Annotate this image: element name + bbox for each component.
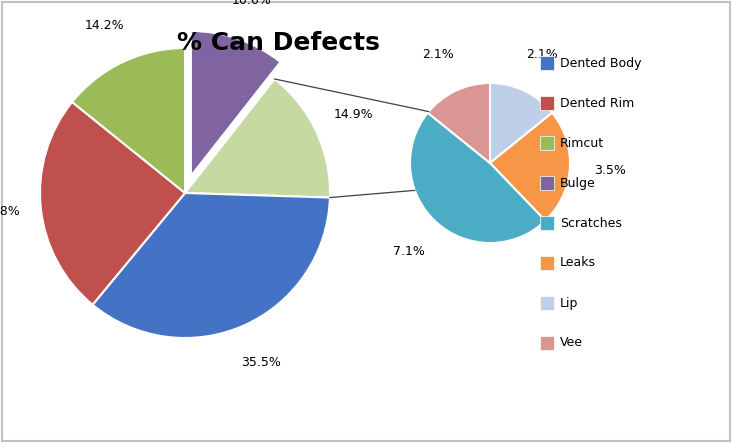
Text: Dented Rim: Dented Rim xyxy=(560,97,634,109)
Text: % Can Defects: % Can Defects xyxy=(176,31,380,55)
Text: 2.1%: 2.1% xyxy=(422,48,454,61)
Bar xyxy=(540,96,554,110)
Wedge shape xyxy=(72,48,185,193)
Text: 35.5%: 35.5% xyxy=(242,356,281,369)
Bar xyxy=(540,256,554,270)
Text: Lip: Lip xyxy=(560,296,578,310)
Wedge shape xyxy=(427,83,490,163)
Text: Dented Body: Dented Body xyxy=(560,57,641,70)
Text: Bulge: Bulge xyxy=(560,176,596,190)
Text: 2.1%: 2.1% xyxy=(526,48,558,61)
Bar xyxy=(540,296,554,310)
Text: Scratches: Scratches xyxy=(560,217,622,229)
Bar xyxy=(540,216,554,230)
Wedge shape xyxy=(185,79,330,198)
Bar xyxy=(540,336,554,350)
Wedge shape xyxy=(490,113,570,221)
Text: 7.1%: 7.1% xyxy=(393,245,425,258)
Text: 14.9%: 14.9% xyxy=(333,108,373,121)
Bar xyxy=(540,56,554,70)
Bar xyxy=(540,176,554,190)
Text: 24.8%: 24.8% xyxy=(0,205,20,218)
Wedge shape xyxy=(191,31,280,176)
Wedge shape xyxy=(92,193,330,338)
Text: Vee: Vee xyxy=(560,337,583,350)
Text: 3.5%: 3.5% xyxy=(594,164,626,177)
Text: 14.2%: 14.2% xyxy=(85,19,124,32)
Wedge shape xyxy=(410,113,545,243)
Text: Leaks: Leaks xyxy=(560,256,596,269)
Text: Rimcut: Rimcut xyxy=(560,136,604,149)
Bar xyxy=(540,136,554,150)
Wedge shape xyxy=(40,102,185,305)
Text: 10.6%: 10.6% xyxy=(232,0,272,7)
Wedge shape xyxy=(490,83,552,163)
